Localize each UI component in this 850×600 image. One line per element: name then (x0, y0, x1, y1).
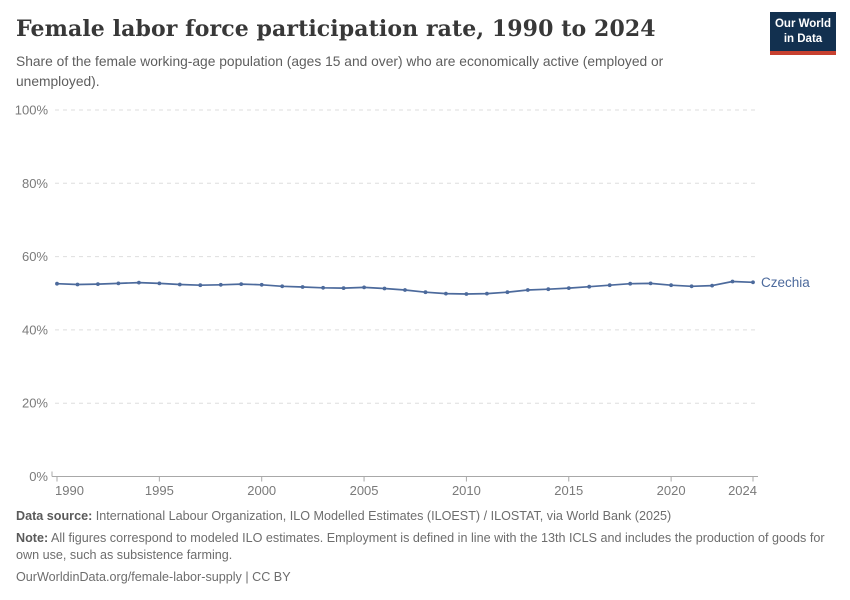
data-point (607, 283, 612, 288)
x-axis-label: 2005 (350, 483, 379, 498)
y-axis-label: 40% (22, 322, 48, 337)
data-point (321, 285, 325, 290)
line-chart: 0% 20% 40% 60% 80% 100% 1990 1995 2000 2005 2010 20… (15, 103, 811, 499)
data-point (485, 291, 489, 296)
x-axis-label: 2000 (247, 483, 276, 498)
owid-logo: Our World in Data (770, 12, 836, 55)
data-point (55, 281, 59, 286)
note-label: Note: (16, 531, 49, 545)
owid-logo-line1: Our World (774, 18, 831, 30)
data-point (218, 282, 223, 287)
data-point (177, 282, 182, 287)
data-point (423, 290, 428, 295)
data-source-label: Data source: (16, 509, 93, 523)
y-axis-label: 20% (22, 396, 48, 411)
data-point (505, 290, 510, 295)
data-point (382, 286, 387, 291)
y-axis-label: 80% (22, 176, 48, 191)
data-point (444, 291, 448, 296)
x-axis-label: 2020 (657, 483, 686, 498)
note-line: Note: All figures correspond to modeled … (16, 530, 826, 564)
data-point (280, 284, 285, 289)
data-point (116, 281, 121, 286)
x-axis-label: 2010 (452, 483, 481, 498)
page-title: Female labor force participation rate, 1… (16, 16, 656, 42)
series-end-label: Czechia (761, 275, 810, 290)
y-axis-label: 60% (22, 249, 48, 264)
data-point (730, 279, 735, 284)
chart-subtitle: Share of the female working-age populati… (16, 54, 664, 89)
data-point (75, 282, 80, 287)
data-point (751, 280, 755, 285)
data-point (648, 281, 653, 286)
data-source-text: International Labour Organization, ILO M… (92, 509, 672, 523)
data-point (464, 292, 469, 296)
note-text: All figures correspond to modeled ILO es… (16, 531, 825, 562)
data-point (525, 288, 530, 292)
data-point (341, 286, 346, 290)
data-point (587, 284, 592, 289)
trend-line (56, 280, 754, 295)
data-point (628, 281, 633, 286)
data-point (300, 285, 305, 289)
y-axis-label: 0% (29, 469, 48, 484)
x-axis-label: 2024 (728, 483, 757, 498)
data-point (546, 287, 551, 292)
x-axis-label: 2015 (554, 483, 583, 498)
data-point (669, 283, 673, 288)
owid-logo-line2: in Data (783, 32, 823, 45)
data-source-line: Data source: International Labour Organi… (16, 508, 826, 525)
data-point (239, 282, 244, 286)
data-point (689, 284, 694, 289)
data-point (710, 283, 714, 288)
x-axis-label: 1995 (145, 483, 174, 498)
data-point (362, 285, 366, 290)
data-point (259, 282, 264, 287)
data-point (198, 283, 203, 288)
chart-footer: Data source: International Labour Organi… (16, 508, 826, 591)
data-point (137, 280, 141, 285)
data-point (566, 286, 571, 290)
license-line: OurWorldinData.org/female-labor-supply |… (16, 570, 291, 584)
y-axis-label: 100% (15, 103, 49, 118)
data-point (403, 288, 407, 292)
x-axis-label: 1990 (55, 483, 84, 498)
data-point (96, 282, 100, 286)
data-point (157, 281, 162, 286)
